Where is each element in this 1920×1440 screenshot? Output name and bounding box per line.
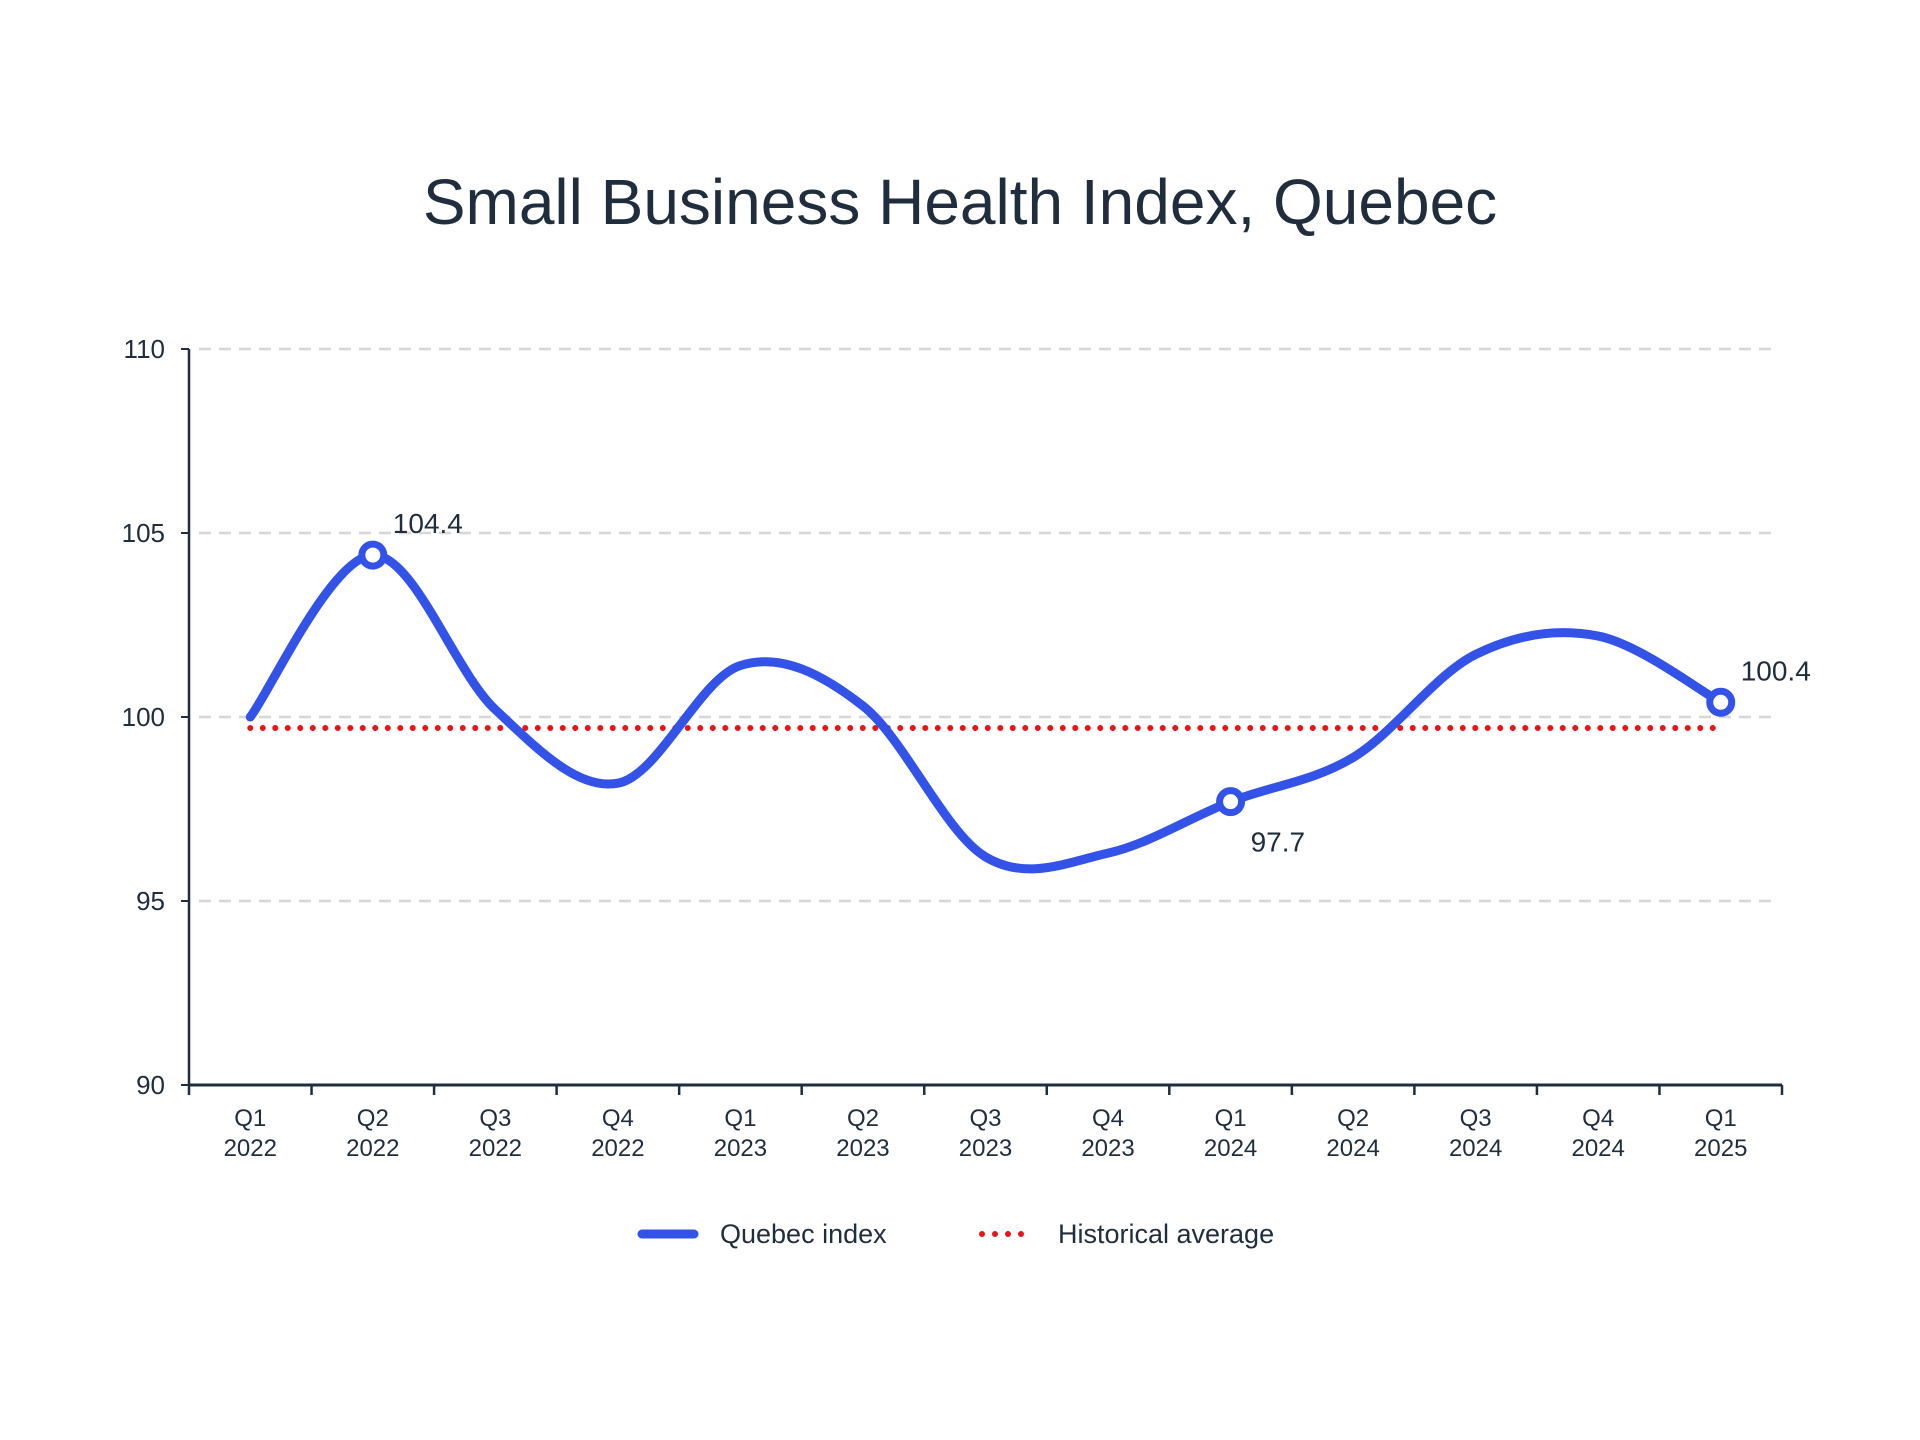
x-tick-label-quarter: Q2 xyxy=(1337,1105,1369,1132)
x-tick-label-year: 2024 xyxy=(1571,1135,1624,1162)
y-tick-label: 100 xyxy=(122,702,165,732)
grid-lines xyxy=(199,347,1778,903)
data-label: 100.4 xyxy=(1741,655,1811,686)
x-tick-label-quarter: Q3 xyxy=(969,1105,1001,1132)
x-tick-label-year: 2024 xyxy=(1326,1135,1379,1162)
x-tick-label-quarter: Q3 xyxy=(479,1105,511,1132)
x-tick-label-quarter: Q3 xyxy=(1460,1105,1492,1132)
data-label: 97.7 xyxy=(1251,827,1306,858)
legend-label-quebec-index: Quebec index xyxy=(720,1219,887,1249)
x-tick-label-year: 2022 xyxy=(591,1135,644,1162)
legend-label-historical-average: Historical average xyxy=(1058,1219,1274,1249)
annotated-point-marker xyxy=(358,540,388,570)
legend: Quebec index Historical average xyxy=(637,1219,1274,1249)
x-tick-label-quarter: Q1 xyxy=(1705,1105,1737,1132)
x-tick-label-quarter: Q4 xyxy=(1092,1105,1124,1132)
x-tick-label-year: 2024 xyxy=(1449,1135,1502,1162)
x-tick-label-year: 2022 xyxy=(469,1135,522,1162)
x-tick-label-year: 2023 xyxy=(714,1135,767,1162)
x-tick-label-quarter: Q1 xyxy=(234,1105,266,1132)
x-tick-label-quarter: Q4 xyxy=(1582,1105,1614,1132)
x-tick-label-quarter: Q2 xyxy=(847,1105,879,1132)
y-tick-label: 95 xyxy=(136,886,165,916)
chart-title: Small Business Health Index, Quebec xyxy=(423,166,1497,238)
axes: 90 95 100 105 110 Q1 2022 Q2 2022 Q3 2022 Q4 2022 Q1 2… xyxy=(122,334,1784,1162)
y-tick-label: 110 xyxy=(124,334,165,364)
x-tick-label-year: 2022 xyxy=(346,1135,399,1162)
x-tick-label-year: 2024 xyxy=(1204,1135,1257,1162)
quebec-index-line xyxy=(245,550,1726,874)
x-tick-label-year: 2023 xyxy=(836,1135,889,1162)
x-tick-label-quarter: Q2 xyxy=(357,1105,389,1132)
series-layer xyxy=(245,550,1726,874)
x-tick-label-quarter: Q1 xyxy=(724,1105,756,1132)
x-tick-label-year: 2025 xyxy=(1694,1135,1747,1162)
x-tick-label-quarter: Q1 xyxy=(1215,1105,1247,1132)
y-tick-label: 105 xyxy=(122,518,165,548)
annotated-point-marker xyxy=(1216,787,1246,817)
x-tick-label-year: 2023 xyxy=(1081,1135,1134,1162)
data-label: 104.4 xyxy=(393,508,463,539)
x-tick-label-year: 2022 xyxy=(224,1135,277,1162)
y-tick-label: 90 xyxy=(136,1070,165,1100)
annotated-point-marker xyxy=(1706,687,1736,717)
x-tick-label-quarter: Q4 xyxy=(602,1105,634,1132)
x-tick-label-year: 2023 xyxy=(959,1135,1012,1162)
annotations: 104.4 97.7 100.4 xyxy=(358,508,1811,858)
